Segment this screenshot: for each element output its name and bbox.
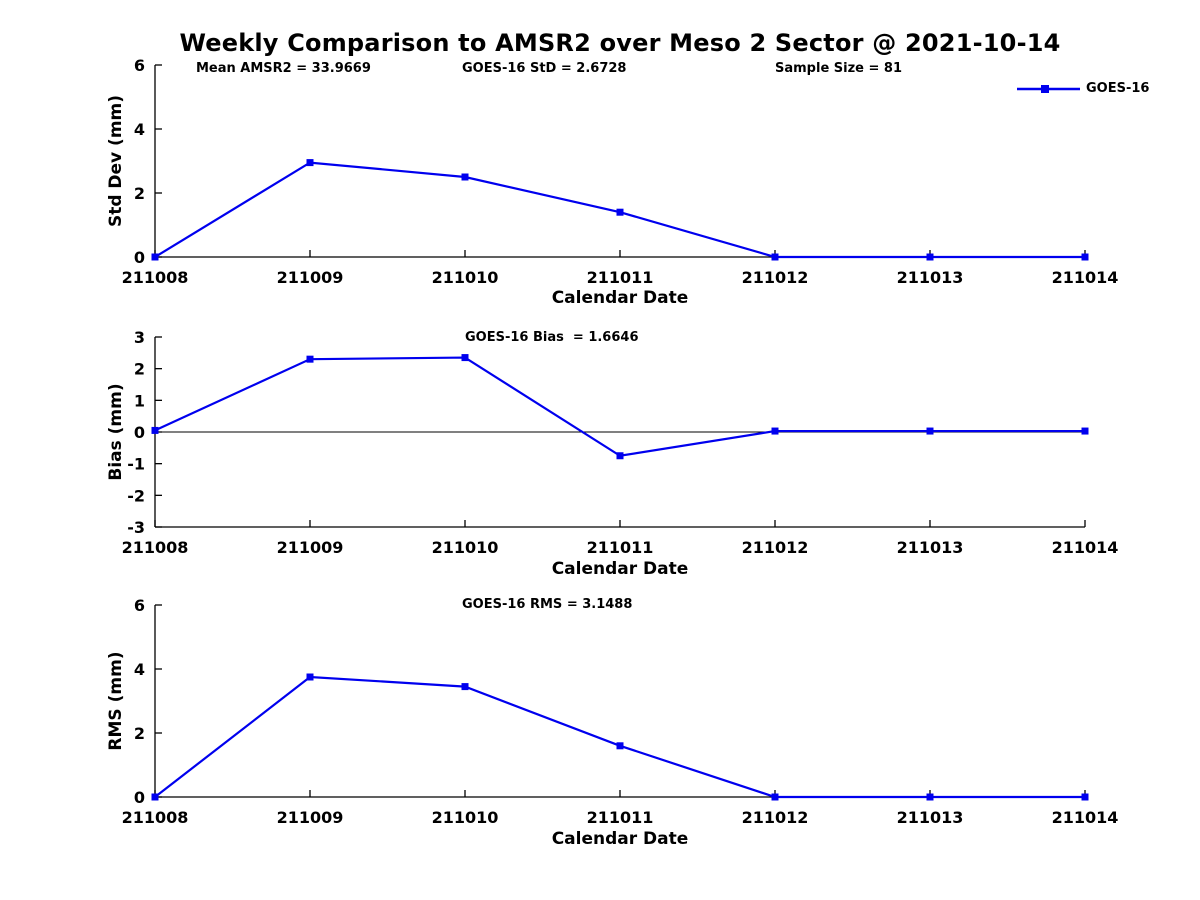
x-tick-label: 211011 [587, 538, 654, 557]
data-point-marker [926, 793, 934, 801]
data-point-marker [771, 253, 779, 261]
data-point-marker [306, 673, 314, 681]
data-point-marker [926, 427, 934, 435]
x-tick-label: 211010 [432, 808, 499, 827]
y-tick-label: 0 [134, 788, 145, 807]
data-point-marker [926, 253, 934, 261]
x-tick-label: 211009 [277, 538, 344, 557]
y-tick-label: 1 [134, 391, 145, 410]
y-tick-label: 6 [134, 596, 145, 615]
data-point-marker [771, 427, 779, 435]
y-tick-label: 2 [134, 724, 145, 743]
x-tick-label: 211011 [587, 808, 654, 827]
y-tick-label: 2 [134, 184, 145, 203]
y-tick-label: -1 [127, 455, 145, 474]
data-point-marker [616, 742, 624, 750]
data-point-marker [1081, 793, 1089, 801]
x-tick-label: 211008 [122, 808, 189, 827]
x-tick-label: 211014 [1052, 808, 1119, 827]
y-tick-label: 6 [134, 56, 145, 75]
y-tick-label: 4 [134, 120, 145, 139]
y-tick-label: 3 [134, 328, 145, 347]
data-point-marker [461, 683, 469, 691]
data-point-marker [306, 159, 314, 167]
x-tick-label: 211010 [432, 268, 499, 287]
data-series-line [154, 356, 1085, 457]
stddev-y-axis-label: Std Dev (mm) [106, 94, 126, 228]
y-tick-label: 0 [134, 248, 145, 267]
x-tick-label: 211012 [742, 268, 809, 287]
x-tick-label: 211012 [742, 538, 809, 557]
x-tick-label: 211009 [277, 268, 344, 287]
y-tick-label: 0 [134, 423, 145, 442]
stddev-x-axis-label: Calendar Date [551, 288, 689, 308]
data-point-marker [151, 253, 159, 261]
x-tick-label: 211013 [897, 808, 964, 827]
data-point-marker [151, 793, 159, 801]
legend-marker [1041, 85, 1049, 93]
x-tick-label: 211012 [742, 808, 809, 827]
x-tick-label: 211009 [277, 808, 344, 827]
annotation-goes16-std: GOES-16 StD = 2.6728 [462, 61, 627, 76]
x-tick-label: 211013 [897, 268, 964, 287]
x-tick-label: 211008 [122, 268, 189, 287]
rms-x-axis-label: Calendar Date [551, 829, 689, 849]
bias-y-axis-label: Bias (mm) [106, 383, 126, 481]
x-tick-label: 211014 [1052, 268, 1119, 287]
annotation-goes16-bias: GOES-16 Bias = 1.6646 [465, 330, 639, 345]
data-point-marker [771, 793, 779, 801]
data-point-marker [1081, 427, 1089, 435]
data-point-marker [1081, 253, 1089, 261]
data-series-line [154, 675, 1085, 799]
x-tick-label: 211013 [897, 538, 964, 557]
data-point-marker [461, 354, 469, 362]
x-tick-label: 211014 [1052, 538, 1119, 557]
annotation-goes16-rms: GOES-16 RMS = 3.1488 [462, 597, 633, 612]
annotation-mean-amsr2: Mean AMSR2 = 33.9669 [196, 61, 371, 76]
bias-x-axis-label: Calendar Date [551, 559, 689, 579]
y-tick-label: 2 [134, 360, 145, 379]
legend-label-goes16: GOES-16 [1086, 81, 1150, 96]
x-tick-label: 211011 [587, 268, 654, 287]
chart-title: Weekly Comparison to AMSR2 over Meso 2 S… [179, 29, 1061, 57]
y-tick-label: 4 [134, 660, 145, 679]
annotation-sample-size: Sample Size = 81 [775, 61, 903, 76]
data-point-marker [151, 426, 159, 434]
y-tick-label: -3 [127, 518, 145, 537]
data-point-marker [616, 208, 624, 216]
data-point-marker [306, 355, 314, 363]
data-point-marker [616, 452, 624, 460]
rms-y-axis-label: RMS (mm) [106, 651, 126, 751]
x-tick-label: 211008 [122, 538, 189, 557]
y-tick-label: -2 [127, 486, 145, 505]
x-tick-label: 211010 [432, 538, 499, 557]
data-point-marker [461, 173, 469, 181]
